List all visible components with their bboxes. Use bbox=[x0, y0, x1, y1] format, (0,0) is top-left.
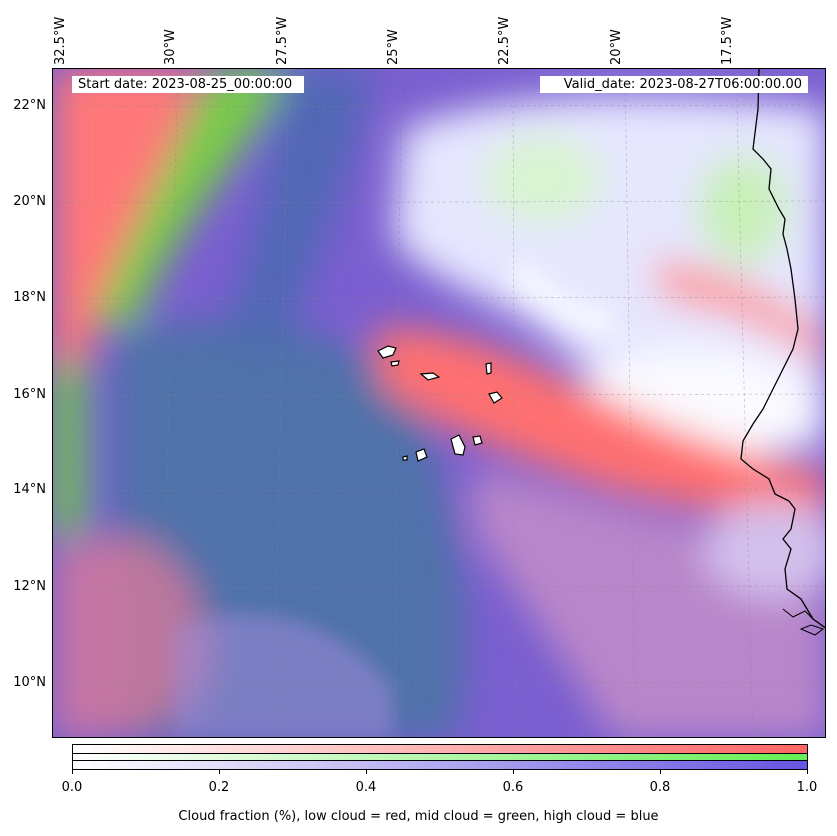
island-santiago bbox=[450, 434, 466, 456]
start-date-label: Start date: 2023-08-25_00:00:00 bbox=[72, 76, 304, 93]
colorbar-tick bbox=[807, 770, 808, 774]
mid-cloud-patch-2 bbox=[698, 154, 788, 264]
texture-patch-s bbox=[173, 612, 393, 737]
lon-label-30w: 30°W bbox=[163, 29, 178, 65]
lon-label-25w: 25°W bbox=[386, 29, 401, 65]
colorbar-low-cloud-strip bbox=[73, 745, 807, 753]
valid-date-label: Valid_date: 2023-08-27T06:00:00.00 bbox=[540, 76, 808, 93]
colorbar-mid-cloud-strip bbox=[73, 753, 807, 761]
colorbar-tick-label: 0.2 bbox=[208, 780, 230, 795]
island-maio bbox=[472, 435, 483, 446]
mid-cloud-west-edge bbox=[53, 359, 83, 539]
coastline-detail-1 bbox=[782, 608, 814, 620]
cloud-fraction-map bbox=[52, 68, 826, 738]
lat-label-20n: 20°N bbox=[13, 194, 46, 209]
colorbar-tick bbox=[72, 770, 73, 774]
lon-label-32-5w: 32.5°W bbox=[53, 16, 68, 65]
island-sao-vicente bbox=[390, 360, 400, 367]
island-santo-antao bbox=[377, 345, 397, 359]
lat-label-10n: 10°N bbox=[13, 675, 46, 690]
colorbar-tick bbox=[660, 770, 661, 774]
high-thin-cloud-east bbox=[703, 499, 825, 599]
low-cloud-arc-ne bbox=[653, 259, 825, 368]
lon-label-27-5w: 27.5°W bbox=[275, 16, 290, 65]
mid-cloud-band bbox=[93, 69, 293, 329]
island-brava bbox=[402, 455, 408, 461]
cloud-map-canvas bbox=[53, 69, 825, 737]
texture-streak bbox=[503, 257, 618, 336]
island-sao-nicolau bbox=[419, 372, 441, 381]
cape-verde-islands bbox=[377, 345, 503, 462]
low-cloud-west-band bbox=[53, 69, 203, 519]
mid-cloud-patch-1 bbox=[483, 134, 603, 224]
island-boa-vista bbox=[488, 391, 503, 404]
lat-label-14n: 14°N bbox=[13, 482, 46, 497]
lon-label-20w: 20°W bbox=[609, 29, 624, 65]
colorbar-tick bbox=[366, 770, 367, 774]
colorbar bbox=[72, 744, 808, 770]
colorbar-tick-label: 0.6 bbox=[502, 780, 524, 795]
colorbar-tick-label: 0.0 bbox=[61, 780, 83, 795]
colorbar-tick-label: 0.4 bbox=[355, 780, 377, 795]
high-cloud-strip bbox=[223, 69, 373, 349]
colorbar-tick bbox=[219, 770, 220, 774]
coastline-detail-2 bbox=[799, 624, 825, 636]
island-fogo bbox=[415, 448, 428, 462]
lon-label-22-5w: 22.5°W bbox=[497, 16, 512, 65]
lat-label-12n: 12°N bbox=[13, 579, 46, 594]
lat-label-16n: 16°N bbox=[13, 387, 46, 402]
island-sal bbox=[485, 362, 492, 375]
low-cloud-sw bbox=[53, 535, 205, 737]
gridlines bbox=[53, 69, 825, 737]
coastline-west-africa bbox=[740, 69, 825, 629]
low-cloud-central-band bbox=[373, 328, 825, 519]
colorbar-tick-label: 0.8 bbox=[649, 780, 671, 795]
lon-label-17-5w: 17.5°W bbox=[720, 16, 735, 65]
colorbar-caption: Cloud fraction (%), low cloud = red, mid… bbox=[178, 809, 659, 824]
colorbar-high-cloud-strip bbox=[73, 761, 807, 769]
colorbar-tick-label: 1.0 bbox=[796, 780, 818, 795]
colorbar-tick bbox=[513, 770, 514, 774]
lat-label-22n: 22°N bbox=[13, 98, 46, 113]
lat-label-18n: 18°N bbox=[13, 290, 46, 305]
